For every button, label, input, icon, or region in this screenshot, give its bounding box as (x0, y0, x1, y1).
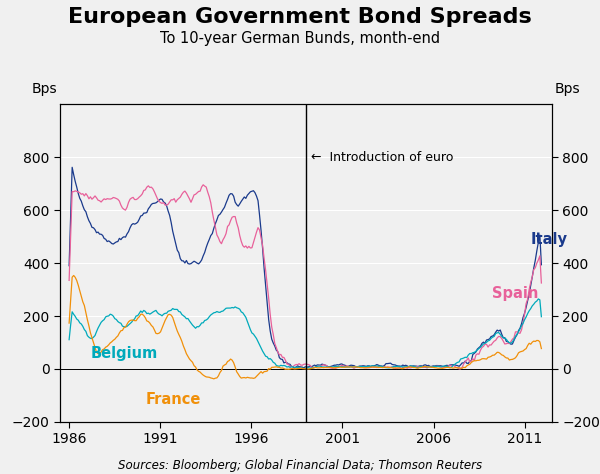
Text: Sources: Bloomberg; Global Financial Data; Thomson Reuters: Sources: Bloomberg; Global Financial Dat… (118, 459, 482, 472)
Text: To 10-year German Bunds, month-end: To 10-year German Bunds, month-end (160, 31, 440, 46)
Text: Belgium: Belgium (91, 346, 158, 361)
Text: ←  Introduction of euro: ← Introduction of euro (311, 151, 454, 164)
Text: European Government Bond Spreads: European Government Bond Spreads (68, 7, 532, 27)
Text: France: France (146, 392, 201, 407)
Text: Spain: Spain (492, 286, 538, 301)
Text: Bps: Bps (32, 82, 58, 96)
Text: Italy: Italy (530, 232, 567, 247)
Text: Bps: Bps (554, 82, 580, 96)
